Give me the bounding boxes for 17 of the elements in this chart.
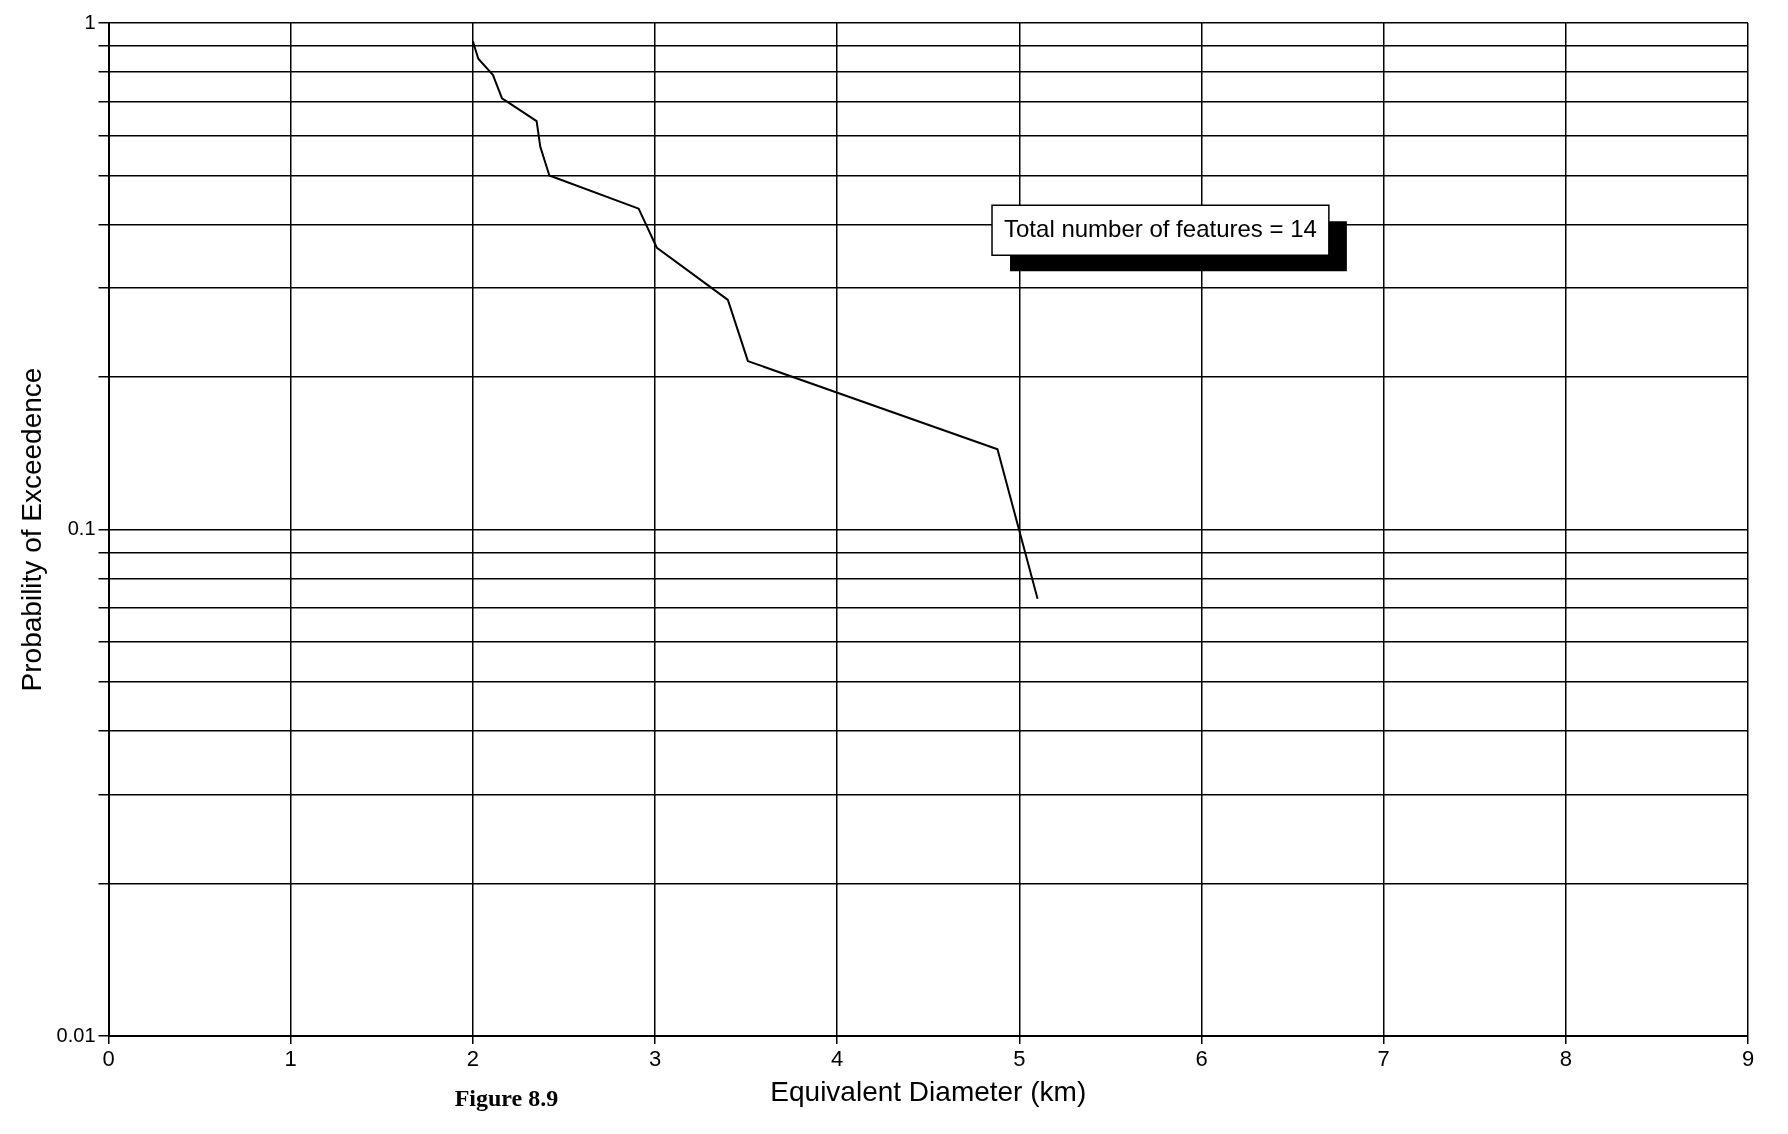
y-tick-label: 0.01 xyxy=(56,1023,96,1046)
y-axis-title: Probability of Exceedence xyxy=(15,367,47,692)
x-axis-title: Equivalent Diameter (km) xyxy=(770,1075,1087,1107)
x-tick-label: 3 xyxy=(648,1046,662,1072)
x-tick-label: 7 xyxy=(1377,1046,1390,1072)
x-tick-label: 8 xyxy=(1559,1046,1572,1072)
x-tick-label: 2 xyxy=(466,1046,479,1072)
x-tick-label: 1 xyxy=(284,1046,297,1072)
y-tick-label: 0.1 xyxy=(67,517,96,540)
x-tick-label: 0 xyxy=(102,1046,115,1072)
caption: Figure 8.9 xyxy=(454,1085,559,1112)
y-tick-label: 1 xyxy=(84,10,96,33)
x-tick-label: 6 xyxy=(1195,1046,1208,1072)
x-tick-label: 9 xyxy=(1741,1046,1755,1072)
x-tick-label: 4 xyxy=(831,1046,844,1072)
annotation: Total number of features = 14 xyxy=(1004,214,1317,242)
x-tick-label: 5 xyxy=(1013,1046,1026,1072)
